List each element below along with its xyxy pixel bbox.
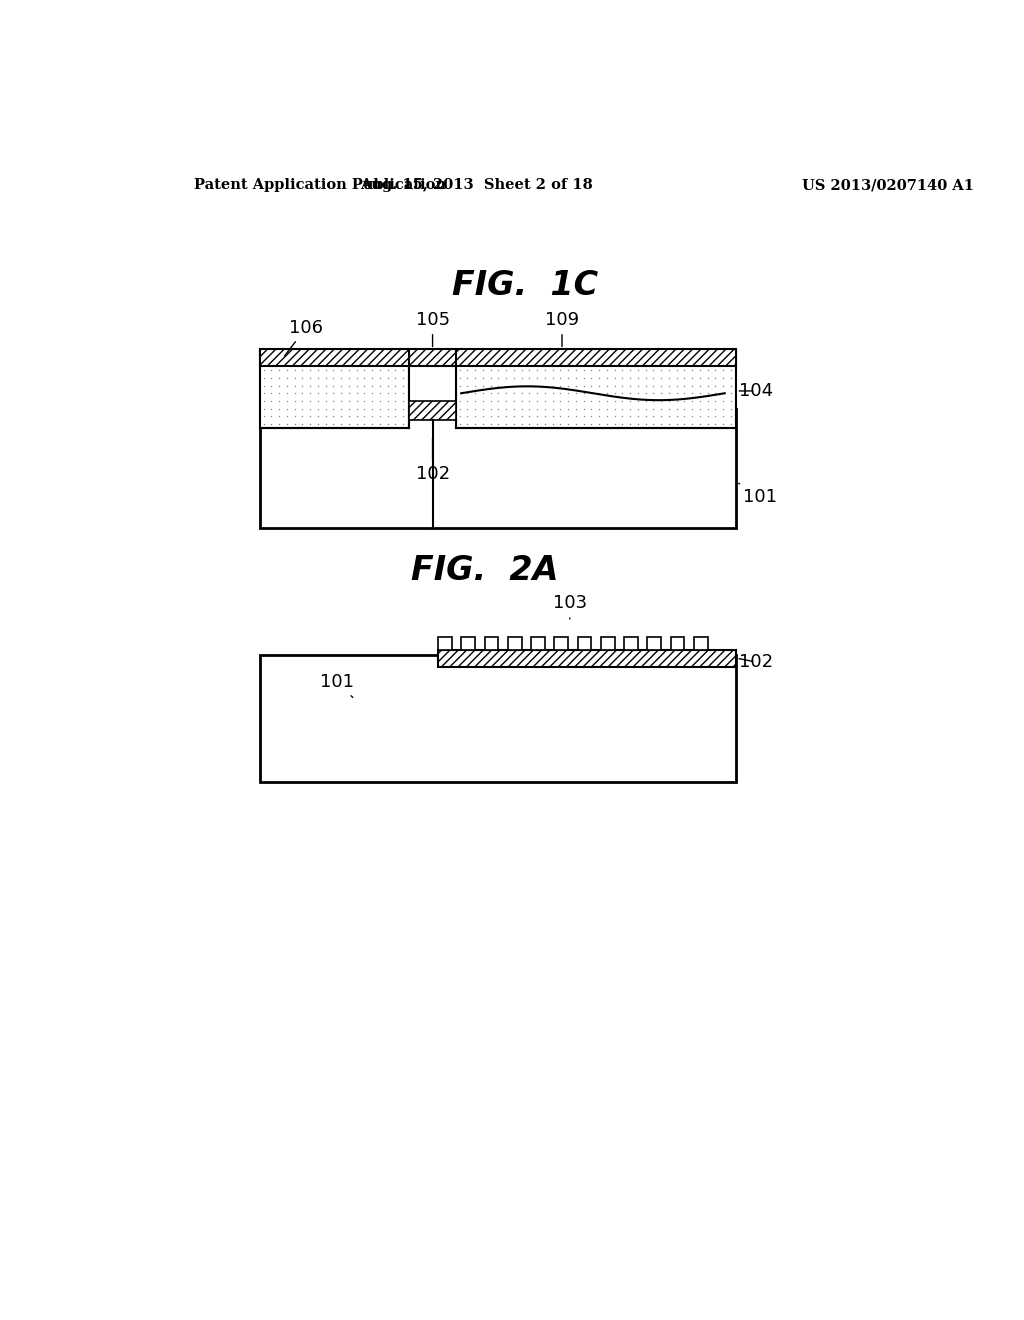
Text: 106: 106	[285, 319, 324, 355]
Text: Patent Application Publication: Patent Application Publication	[194, 178, 445, 193]
Bar	[554, 638, 568, 649]
Bar	[438, 649, 736, 667]
Bar	[461, 638, 475, 649]
Text: Aug. 15, 2013  Sheet 2 of 18: Aug. 15, 2013 Sheet 2 of 18	[360, 178, 593, 193]
Text: FIG.  1C: FIG. 1C	[452, 269, 598, 302]
Bar	[456, 351, 736, 428]
Bar	[508, 638, 521, 649]
Bar	[260, 350, 736, 367]
Bar	[410, 351, 456, 428]
Bar	[647, 638, 662, 649]
Bar	[438, 638, 452, 649]
Bar	[624, 638, 638, 649]
Text: 102: 102	[738, 653, 773, 671]
Bar	[693, 638, 708, 649]
Bar	[578, 638, 592, 649]
Bar	[410, 401, 456, 420]
Text: 104: 104	[738, 381, 773, 400]
Text: 102: 102	[416, 438, 450, 483]
Bar	[531, 638, 545, 649]
Text: 103: 103	[553, 594, 587, 619]
Bar	[601, 638, 614, 649]
Text: US 2013/0207140 A1: US 2013/0207140 A1	[802, 178, 974, 193]
Bar	[260, 351, 410, 428]
Bar	[484, 638, 499, 649]
Text: 101: 101	[321, 673, 354, 697]
Bar	[671, 638, 684, 649]
Text: 101: 101	[738, 483, 776, 506]
Text: 109: 109	[545, 312, 579, 347]
Bar	[260, 409, 736, 528]
Text: FIG.  2A: FIG. 2A	[411, 554, 558, 587]
Bar	[260, 655, 736, 781]
Text: 105: 105	[416, 312, 450, 347]
